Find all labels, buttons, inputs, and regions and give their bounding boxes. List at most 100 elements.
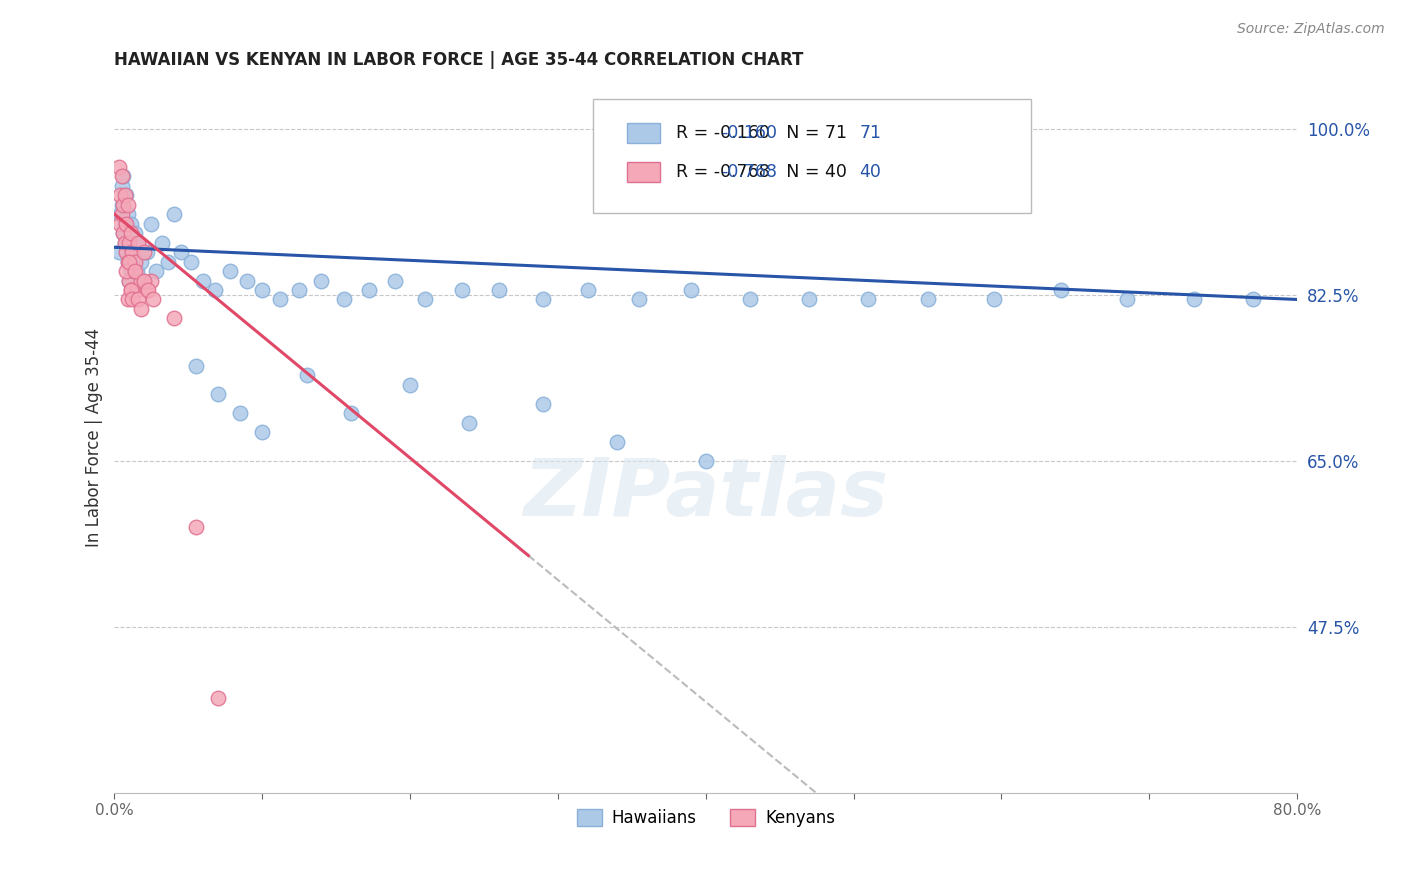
Point xyxy=(858,293,880,307)
Point xyxy=(269,293,291,307)
Text: -0.768: -0.768 xyxy=(721,162,778,181)
Text: ZIPatlas: ZIPatlas xyxy=(523,455,889,533)
Point xyxy=(127,293,149,307)
Point xyxy=(252,283,274,297)
Point xyxy=(118,235,141,250)
Point xyxy=(252,425,274,440)
Point xyxy=(121,245,143,260)
Point xyxy=(150,235,173,250)
Point xyxy=(114,188,136,202)
Point xyxy=(142,293,165,307)
Point xyxy=(111,178,134,193)
Point xyxy=(122,264,145,278)
Point xyxy=(112,197,135,211)
Text: R = -0.160   N = 71: R = -0.160 N = 71 xyxy=(676,124,848,142)
Point xyxy=(218,264,240,278)
Point xyxy=(191,273,214,287)
Point xyxy=(129,273,152,287)
Point xyxy=(679,283,702,297)
Point xyxy=(114,217,136,231)
Point xyxy=(111,169,134,184)
Point xyxy=(114,235,136,250)
Point xyxy=(115,217,138,231)
Point xyxy=(332,293,354,307)
Point xyxy=(340,406,363,420)
Point xyxy=(399,377,422,392)
Point xyxy=(983,293,1005,307)
Point xyxy=(117,293,139,307)
Point xyxy=(207,387,229,401)
Point xyxy=(124,226,146,240)
Point xyxy=(138,283,160,297)
Point xyxy=(1116,293,1139,307)
Point xyxy=(917,293,939,307)
Point xyxy=(162,207,184,221)
Point xyxy=(184,359,207,373)
Point xyxy=(117,197,139,211)
Point xyxy=(110,188,132,202)
Point xyxy=(120,217,142,231)
Point xyxy=(124,264,146,278)
Point xyxy=(357,283,380,297)
Point xyxy=(127,235,149,250)
Point xyxy=(184,520,207,534)
Point xyxy=(121,245,143,260)
Point xyxy=(110,207,132,221)
Point xyxy=(112,169,135,184)
Point xyxy=(120,283,142,297)
Point xyxy=(112,226,135,240)
Legend: Hawaiians, Kenyans: Hawaiians, Kenyans xyxy=(569,803,842,834)
Point xyxy=(129,254,152,268)
Point xyxy=(1049,283,1071,297)
Point xyxy=(125,283,148,297)
Point xyxy=(117,254,139,268)
Point xyxy=(108,245,131,260)
Point xyxy=(118,235,141,250)
Point xyxy=(115,245,138,260)
Point xyxy=(132,245,155,260)
Point xyxy=(1182,293,1205,307)
Point xyxy=(108,160,131,174)
Point xyxy=(295,368,318,383)
Point xyxy=(136,283,159,297)
Point xyxy=(141,273,163,287)
Point xyxy=(628,293,651,307)
Point xyxy=(114,235,136,250)
Point xyxy=(384,273,406,287)
Point xyxy=(112,226,135,240)
Point xyxy=(118,254,141,268)
Point xyxy=(162,311,184,326)
FancyBboxPatch shape xyxy=(627,161,659,182)
Point xyxy=(125,264,148,278)
Point xyxy=(180,254,202,268)
Point xyxy=(121,293,143,307)
Point xyxy=(288,283,311,297)
Point xyxy=(129,301,152,316)
Point xyxy=(111,207,134,221)
Point xyxy=(122,254,145,268)
Point xyxy=(111,197,134,211)
Point xyxy=(606,434,628,449)
FancyBboxPatch shape xyxy=(593,99,1031,213)
Point xyxy=(576,283,599,297)
Point xyxy=(458,416,481,430)
Point xyxy=(531,397,554,411)
Point xyxy=(170,245,193,260)
Point xyxy=(132,273,155,287)
Point xyxy=(141,217,163,231)
Point xyxy=(115,245,138,260)
Point xyxy=(311,273,333,287)
Point xyxy=(132,273,155,287)
Point xyxy=(695,453,717,467)
Point xyxy=(120,226,142,240)
Text: 71: 71 xyxy=(859,124,882,142)
Point xyxy=(110,217,132,231)
Point xyxy=(117,207,139,221)
Point xyxy=(136,245,159,260)
Text: -0.160: -0.160 xyxy=(721,124,778,142)
Point xyxy=(156,254,179,268)
Text: 40: 40 xyxy=(859,162,882,181)
Point xyxy=(799,293,821,307)
Y-axis label: In Labor Force | Age 35-44: In Labor Force | Age 35-44 xyxy=(86,327,103,547)
Point xyxy=(115,188,138,202)
